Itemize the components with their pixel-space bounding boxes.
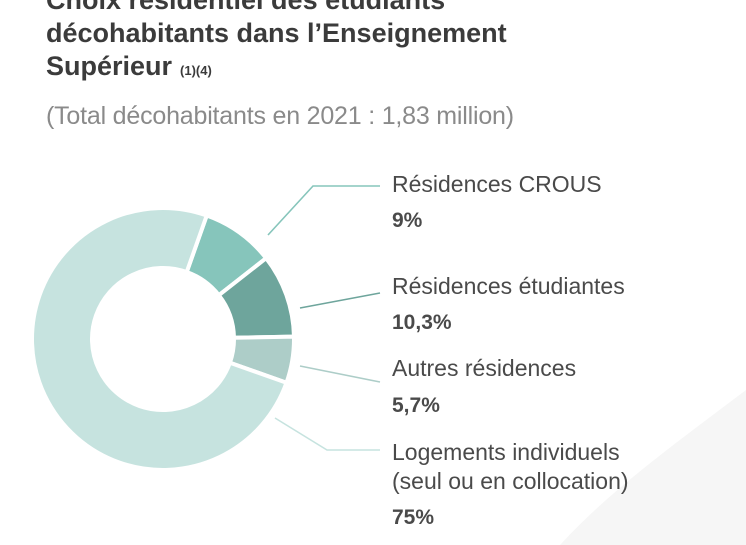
chart-title-word: Supérieur: [46, 51, 173, 81]
slice-label-line: (seul ou en collocation): [392, 468, 629, 494]
chart-title: Choix résidentiel des étudiants décohabi…: [46, 0, 726, 83]
footnote-reference: (1)(4): [180, 63, 212, 78]
slice-label-line: Logements individuels: [392, 439, 620, 465]
slice-label-line: Autres résidences: [392, 355, 576, 381]
slice-value-individuels: 75%: [392, 506, 434, 529]
slice-label-crous: Résidences CROUS: [392, 171, 602, 197]
slice-value-crous: 9%: [392, 209, 423, 232]
slice-label-line: Résidences CROUS: [392, 171, 602, 197]
chart-subtitle: (Total décohabitants en 2021 : 1,83 mill…: [46, 102, 514, 130]
slice-value-etudiantes: 10,3%: [392, 311, 452, 334]
chart-title-line-3: Supérieur (1)(4): [46, 50, 726, 83]
slice-label-individuels: Logements individuels (seul ou en colloca…: [392, 439, 629, 494]
chart-title-line-2: décohabitants dans l’Enseignement: [46, 18, 507, 48]
leader-line-autres: [299, 365, 381, 383]
leader-line-crous: [267, 185, 380, 236]
chart-title-line-1: Choix résidentiel des étudiants: [46, 0, 446, 15]
slice-label-line: Résidences étudiantes: [392, 273, 625, 299]
slice-label-autres: Autres résidences: [392, 355, 576, 381]
leader-line-individuels: [274, 417, 380, 451]
leader-line-etudiantes: [299, 292, 381, 309]
slice-value-autres: 5,7%: [392, 394, 440, 417]
donut-slice-individuels: [30, 206, 289, 472]
slice-label-etudiantes: Résidences étudiantes: [392, 273, 625, 299]
